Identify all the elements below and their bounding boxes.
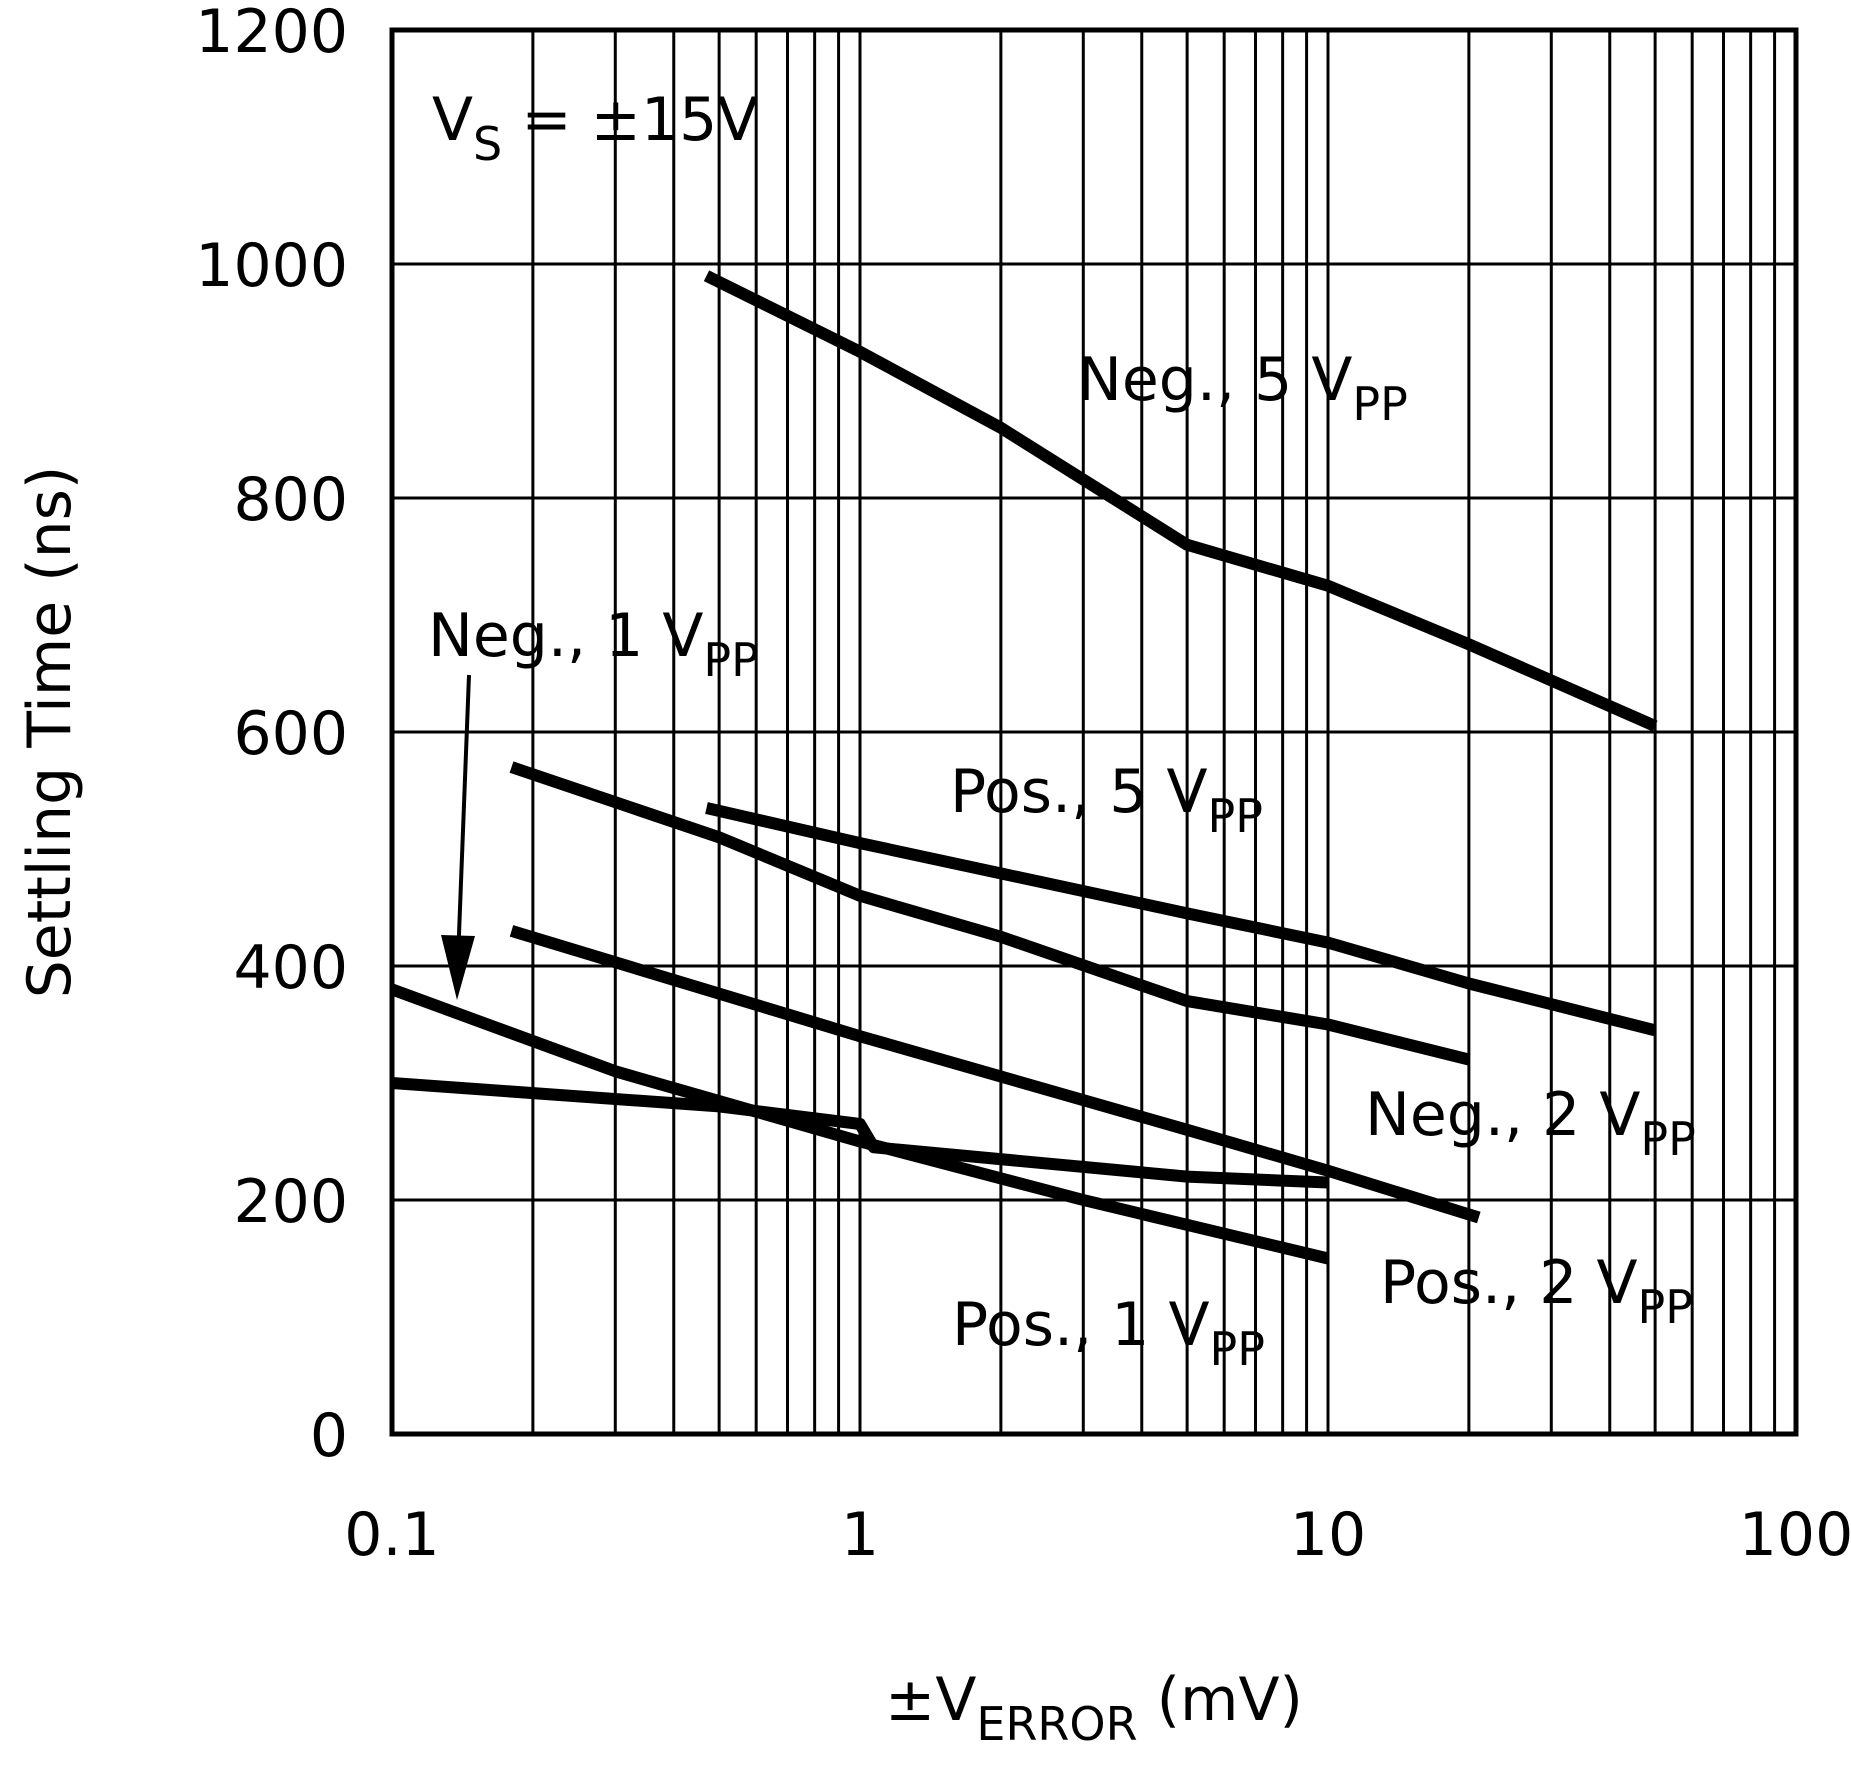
series-line-neg-5-vpp <box>703 270 1658 732</box>
label-pos-2vpp: Pos., 2 VPP <box>1380 1248 1693 1334</box>
label-neg-5vpp-main: Neg., 5 V <box>1077 345 1352 415</box>
neg-1vpp-arrowhead <box>441 935 475 1000</box>
x-tick-label: 0.1 <box>344 1500 439 1570</box>
label-neg-1vpp-main: Neg., 1 V <box>428 601 703 671</box>
label-pos-2vpp-sub: PP <box>1638 1280 1693 1334</box>
series-lines <box>389 270 1658 1265</box>
supply-annotation-sub: S <box>473 117 502 171</box>
y-tick-label: 800 <box>233 465 348 535</box>
y-tick-label: 1200 <box>195 0 348 67</box>
x-tick-label: 1 <box>841 1500 879 1570</box>
x-axis-title: ±VERROR (mV) <box>885 1665 1303 1751</box>
y-tick-label: 600 <box>233 699 348 769</box>
x-tick-label: 100 <box>1739 1500 1851 1570</box>
x-tick-labels: 0.1 1 10 100 <box>344 1500 1851 1570</box>
label-neg-2vpp-sub: PP <box>1640 1112 1695 1166</box>
label-neg-5vpp-sub: PP <box>1352 377 1407 431</box>
label-neg-1vpp: Neg., 1 VPP <box>428 601 759 687</box>
series-line-neg-2-vpp <box>509 761 1471 1066</box>
x-axis-title-sub: ERROR <box>976 1697 1137 1751</box>
label-neg-5vpp: Neg., 5 VPP <box>1077 345 1408 431</box>
grid <box>392 30 1796 1434</box>
label-neg-2vpp-main: Neg., 2 V <box>1365 1080 1640 1150</box>
y-tick-label: 400 <box>233 933 348 1003</box>
label-pos-1vpp-sub: PP <box>1210 1322 1265 1376</box>
x-tick-label: 10 <box>1290 1500 1366 1570</box>
label-pos-2vpp-main: Pos., 2 V <box>1380 1248 1638 1318</box>
label-pos-5vpp-main: Pos., 5 V <box>950 757 1208 827</box>
label-pos-1vpp-main: Pos., 1 V <box>952 1290 1210 1360</box>
label-pos-5vpp: Pos., 5 VPP <box>950 757 1263 843</box>
label-neg-2vpp: Neg., 2 VPP <box>1365 1080 1696 1166</box>
plot-frame <box>389 27 1799 1437</box>
series-line-pos-2-vpp <box>509 925 1481 1224</box>
supply-annotation: VS = ±15V <box>432 85 758 171</box>
label-neg-1vpp-sub: PP <box>703 633 758 687</box>
series-line-pos-5-vpp <box>705 802 1657 1037</box>
y-tick-label: 1000 <box>195 231 348 301</box>
neg-1vpp-leader-arrow <box>456 674 471 961</box>
y-tick-label: 0 <box>310 1401 348 1471</box>
series-line-neg-1-vpp <box>389 983 1330 1265</box>
y-tick-label: 200 <box>233 1167 348 1237</box>
supply-annotation-main: V <box>432 85 473 155</box>
label-pos-1vpp: Pos., 1 VPP <box>952 1290 1265 1376</box>
x-axis-title-prefix: ±V <box>885 1665 976 1735</box>
series-line-pos-1-vpp <box>391 1077 1329 1189</box>
x-axis-title-suffix: (mV) <box>1138 1665 1303 1735</box>
supply-annotation-rest: = ±15V <box>502 85 758 155</box>
y-axis-title: Settling Time (ns) <box>15 466 85 999</box>
label-pos-5vpp-sub: PP <box>1208 789 1263 843</box>
y-tick-labels: 0 200 400 600 800 1000 1200 <box>195 0 348 1471</box>
